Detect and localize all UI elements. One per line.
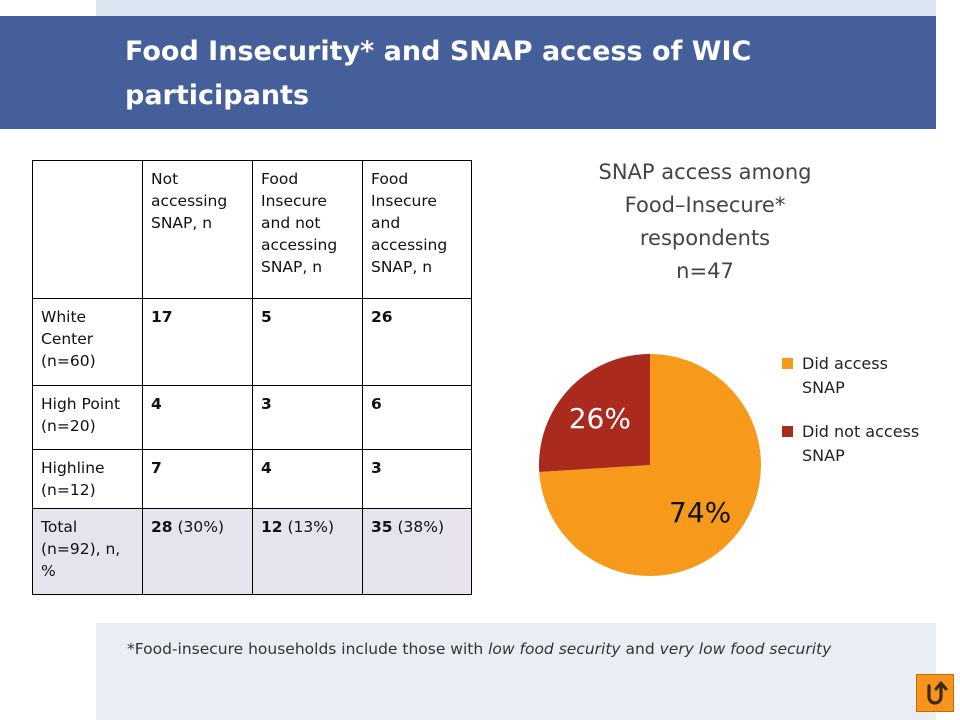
cell-value: 3 — [261, 395, 272, 413]
cell-value: 4 — [151, 395, 162, 413]
footnote-band — [96, 623, 936, 720]
cell-value: 12 — [261, 518, 283, 536]
footnote-emphasis: very low food security — [659, 640, 832, 658]
footnote-emphasis: low food security — [488, 640, 621, 658]
cell-value: 4 — [261, 459, 272, 477]
table-cell: 35 (38%) — [362, 508, 472, 595]
table-cell: 3 — [362, 449, 472, 509]
pie-label-did-access: 74% — [669, 496, 731, 529]
legend-swatch-did-not-access — [782, 426, 793, 437]
cell-value: 26 — [371, 308, 393, 326]
chart-title-line: respondents — [639, 226, 771, 250]
table-cell: 7 — [142, 449, 253, 509]
row-label: High Point (n=20) — [32, 385, 143, 450]
table-header-row: Not accessing SNAP, n Food Insecure and … — [32, 160, 472, 299]
pie-slice-did-access — [539, 354, 761, 576]
cell-percent: (38%) — [392, 518, 445, 536]
legend-label: Did access SNAP — [802, 354, 888, 397]
row-label: White Center (n=60) — [32, 298, 143, 386]
pie-label-did-not-access: 26% — [569, 402, 631, 435]
chart-title: SNAP access among Food–Insecure* respond… — [560, 156, 850, 288]
footnote-text: *Food-insecure households include those … — [127, 640, 489, 658]
table-header-insecure-not-accessing: Food Insecure and not accessing SNAP, n — [252, 160, 363, 299]
legend-swatch-did-access — [782, 358, 793, 369]
legend-label: Did not access SNAP — [802, 422, 920, 465]
table-cell: 26 — [362, 298, 472, 386]
table-total-row: Total (n=92), n, % 28 (30%) 12 (13%) 35 … — [32, 508, 472, 595]
snap-table: Not accessing SNAP, n Food Insecure and … — [32, 160, 472, 595]
cell-percent: (13%) — [282, 518, 335, 536]
cell-value: 7 — [151, 459, 162, 477]
legend-item-did-access: Did access SNAP — [780, 352, 922, 400]
title-bar — [0, 16, 936, 129]
cell-value: 3 — [371, 459, 382, 477]
chart-title-line: SNAP access among — [598, 160, 812, 184]
table-row: High Point (n=20) 4 3 6 — [32, 385, 472, 450]
legend-item-did-not-access: Did not access SNAP — [780, 420, 922, 468]
table-cell: 3 — [252, 385, 363, 450]
return-arrow-icon — [927, 681, 948, 705]
table-header-corner — [32, 160, 143, 299]
table-cell: 4 — [252, 449, 363, 509]
cell-value: 28 — [151, 518, 173, 536]
chart-title-line: Food–Insecure* — [624, 193, 786, 217]
row-label: Highline (n=12) — [32, 449, 143, 509]
table-row: Highline (n=12) 7 4 3 — [32, 449, 472, 509]
cell-value: 5 — [261, 308, 272, 326]
table-cell: 6 — [362, 385, 472, 450]
table-header-not-accessing: Not accessing SNAP, n — [142, 160, 253, 299]
table-row: White Center (n=60) 17 5 26 — [32, 298, 472, 386]
cell-value: 6 — [371, 395, 382, 413]
cell-value: 35 — [371, 518, 393, 536]
table-header-insecure-accessing: Food Insecure and accessing SNAP, n — [362, 160, 472, 299]
pie-slice-did-not-access — [539, 354, 650, 472]
row-label: Total (n=92), n, % — [32, 508, 143, 595]
table-cell: 12 (13%) — [252, 508, 363, 595]
chart-legend: Did access SNAP Did not access SNAP — [780, 352, 922, 468]
pie-chart: 74% 26% — [539, 354, 761, 576]
footnote: *Food-insecure households include those … — [127, 636, 927, 663]
footnote-text: and — [620, 640, 660, 658]
table-cell: 28 (30%) — [142, 508, 253, 595]
table-cell: 17 — [142, 298, 253, 386]
cell-value: 17 — [151, 308, 173, 326]
table-cell: 4 — [142, 385, 253, 450]
table-cell: 5 — [252, 298, 363, 386]
return-button[interactable] — [916, 674, 954, 712]
slide-title: Food Insecurity* and SNAP access of WIC … — [125, 36, 752, 111]
chart-title-line: n=47 — [676, 259, 734, 283]
cell-percent: (30%) — [172, 518, 225, 536]
top-band — [96, 0, 936, 16]
